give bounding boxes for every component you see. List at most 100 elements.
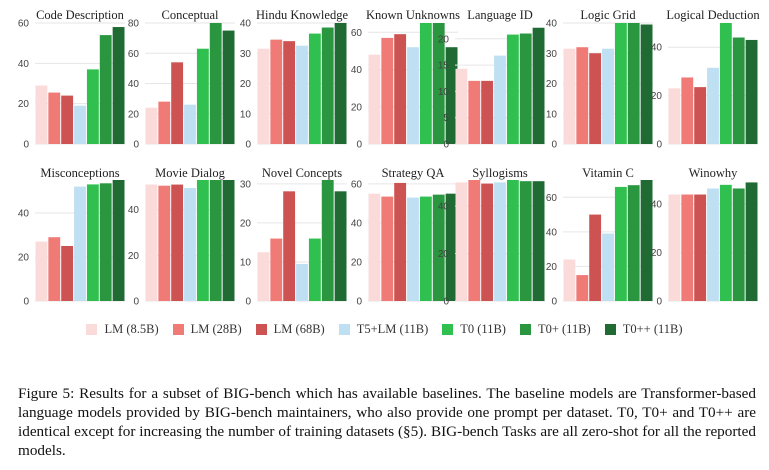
bar-lm-8-5b [257, 48, 270, 144]
y-tick-label: 5 [443, 113, 449, 124]
legend-label: T0+ (11B) [537, 321, 591, 336]
bar-lm-68b [283, 41, 296, 144]
bar-t0-11b [419, 23, 432, 144]
legend: LM (8.5B) LM (28B) LM (68B) T5+LM (11B) T0 (… [0, 318, 769, 340]
bar-t0-11b [519, 181, 532, 301]
chart-panel: Logic Grid 0 10 20 30 40 [546, 8, 653, 151]
bar-t0-11b [445, 47, 458, 145]
bar-t0-11b [86, 184, 99, 301]
y-tick-label: 20 [128, 251, 140, 262]
legend-item: LM (28B) [172, 322, 242, 337]
panel-title: Logic Grid [580, 8, 636, 22]
y-tick-label: 40 [651, 200, 663, 211]
y-tick-label: 0 [133, 140, 139, 151]
bar-t5-lm-11b [602, 233, 614, 301]
bar-t5-lm-11b [407, 197, 419, 301]
panel-title: Language ID [467, 8, 533, 22]
bar-lm-8-5b [368, 54, 381, 145]
bar-lm-68b [283, 191, 296, 301]
bar-t5-lm-11b [707, 67, 719, 144]
bar-t0-11b [532, 27, 545, 144]
y-tick-label: 60 [18, 19, 30, 30]
bar-lm-8-5b [257, 252, 270, 301]
bar-lm-28b [270, 39, 283, 145]
y-tick-label: 40 [18, 209, 30, 220]
chart-panel: Syllogisms 0 20 40 [438, 166, 545, 308]
chart-panel: Language ID 0 5 10 15 20 [438, 8, 545, 151]
bar-lm-8-5b [563, 259, 576, 301]
y-tick-label: 60 [351, 28, 363, 39]
bar-lm-28b [468, 80, 481, 144]
y-tick-label: 60 [546, 193, 558, 204]
y-tick-label: 20 [546, 262, 558, 273]
bar-lm-68b [171, 62, 184, 145]
panel-title: Conceptual [162, 8, 219, 22]
y-tick-label: 0 [356, 297, 362, 308]
y-tick-label: 0 [656, 297, 662, 308]
bar-t5-lm-11b [707, 188, 719, 301]
bar-t0-11b [334, 23, 347, 144]
chart-panel: Misconceptions 0 20 40 [18, 166, 125, 308]
y-tick-label: 60 [351, 179, 363, 190]
bar-lm-28b [468, 180, 481, 301]
bar-lm-8-5b [368, 193, 381, 301]
bar-lm-68b [589, 53, 602, 144]
y-tick-label: 20 [546, 79, 558, 90]
bar-lm-28b [381, 37, 394, 145]
y-tick-label: 0 [656, 140, 662, 151]
bar-lm-28b [48, 237, 61, 301]
y-tick-label: 20 [651, 91, 663, 102]
chart-panel: Movie Dialog 0 20 40 [128, 166, 235, 308]
legend-item: LM (8.5B) [86, 321, 159, 337]
chart-panel: Conceptual 0 20 40 60 80 [128, 8, 235, 151]
panel-title: Novel Concepts [262, 166, 342, 180]
bar-t0-11b [334, 191, 347, 301]
bar-t0-11b [719, 23, 732, 144]
legend-label: T0 (11B) [460, 321, 506, 336]
bar-t0-11b [614, 23, 627, 144]
y-tick-label: 20 [18, 253, 30, 264]
bar-t0-11b [196, 180, 209, 301]
bar-lm-8-5b [35, 241, 48, 301]
bar-t0-11b [432, 23, 445, 144]
bar-t0-11b [432, 194, 445, 301]
y-tick-label: 40 [546, 227, 558, 238]
bar-t0-11b [506, 34, 519, 144]
bar-t0-11b [419, 196, 432, 301]
y-tick-label: 20 [438, 34, 450, 45]
y-tick-label: 10 [240, 109, 252, 120]
y-tick-label: 20 [351, 257, 363, 268]
bar-t0-11b [745, 182, 758, 301]
bar-lm-68b [694, 87, 707, 144]
legend-label: LM (8.5B) [104, 321, 159, 336]
bar-t0-11b [112, 27, 125, 144]
y-tick-label: 20 [240, 79, 252, 90]
bar-t5-lm-11b [74, 186, 86, 301]
panel-title: Vitamin C [582, 166, 634, 180]
bar-t0-11b [321, 27, 334, 145]
bar-t0-11b [86, 69, 99, 144]
legend-swatch [519, 323, 531, 335]
bar-t0-11b [209, 23, 222, 144]
bar-lm-28b [48, 92, 61, 144]
chart-panel: Hindu Knowledge 0 10 20 30 40 [240, 8, 349, 151]
bar-lm-68b [171, 184, 184, 301]
chart-panel: Novel Concepts 0 10 20 30 [240, 166, 347, 308]
bar-t5-lm-11b [494, 182, 506, 301]
bar-t5-lm-11b [494, 55, 506, 145]
bar-lm-8-5b [455, 182, 468, 301]
legend-swatch [442, 323, 454, 335]
y-tick-label: 20 [651, 248, 663, 259]
bar-lm-28b [158, 101, 171, 144]
y-tick-label: 40 [128, 79, 140, 90]
bar-t0-11b [112, 180, 125, 301]
bar-lm-68b [481, 80, 494, 144]
legend-item: T0 (11B) [442, 322, 506, 337]
bar-t0-11b [308, 238, 321, 301]
y-tick-label: 0 [551, 140, 557, 151]
y-tick-label: 60 [128, 49, 140, 60]
bar-t0-11b [196, 48, 209, 144]
panel-title: Hindu Knowledge [256, 8, 348, 22]
caption-text: Figure 5: Results for a subset of BIG-be… [18, 385, 756, 459]
bar-t0-11b [222, 180, 235, 301]
